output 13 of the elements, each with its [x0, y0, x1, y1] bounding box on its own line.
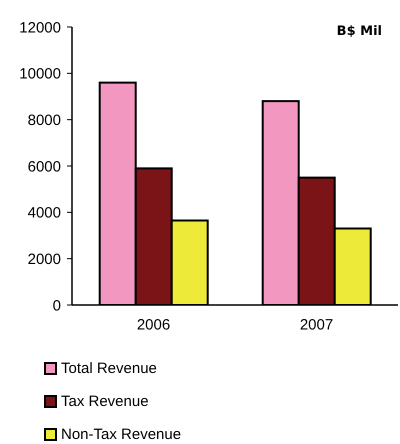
- y-tick-label: 4000: [28, 204, 61, 222]
- y-tick-label: 0: [52, 297, 61, 314]
- legend-label: Non-Tax Revenue: [61, 426, 182, 442]
- y-tick-label: 8000: [28, 112, 61, 129]
- y-tick-label: 12000: [19, 19, 61, 36]
- y-tick-label: 10000: [19, 66, 61, 83]
- annotation: B$ Mil: [336, 24, 382, 39]
- legend-label: Tax Revenue: [61, 392, 149, 410]
- x-tick-label: 2007: [300, 316, 334, 334]
- x-tick-label: 2006: [136, 316, 170, 334]
- legend-label: Total Revenue: [61, 360, 157, 376]
- y-tick-label: 6000: [28, 158, 61, 176]
- y-tick-label: 2000: [28, 250, 61, 268]
